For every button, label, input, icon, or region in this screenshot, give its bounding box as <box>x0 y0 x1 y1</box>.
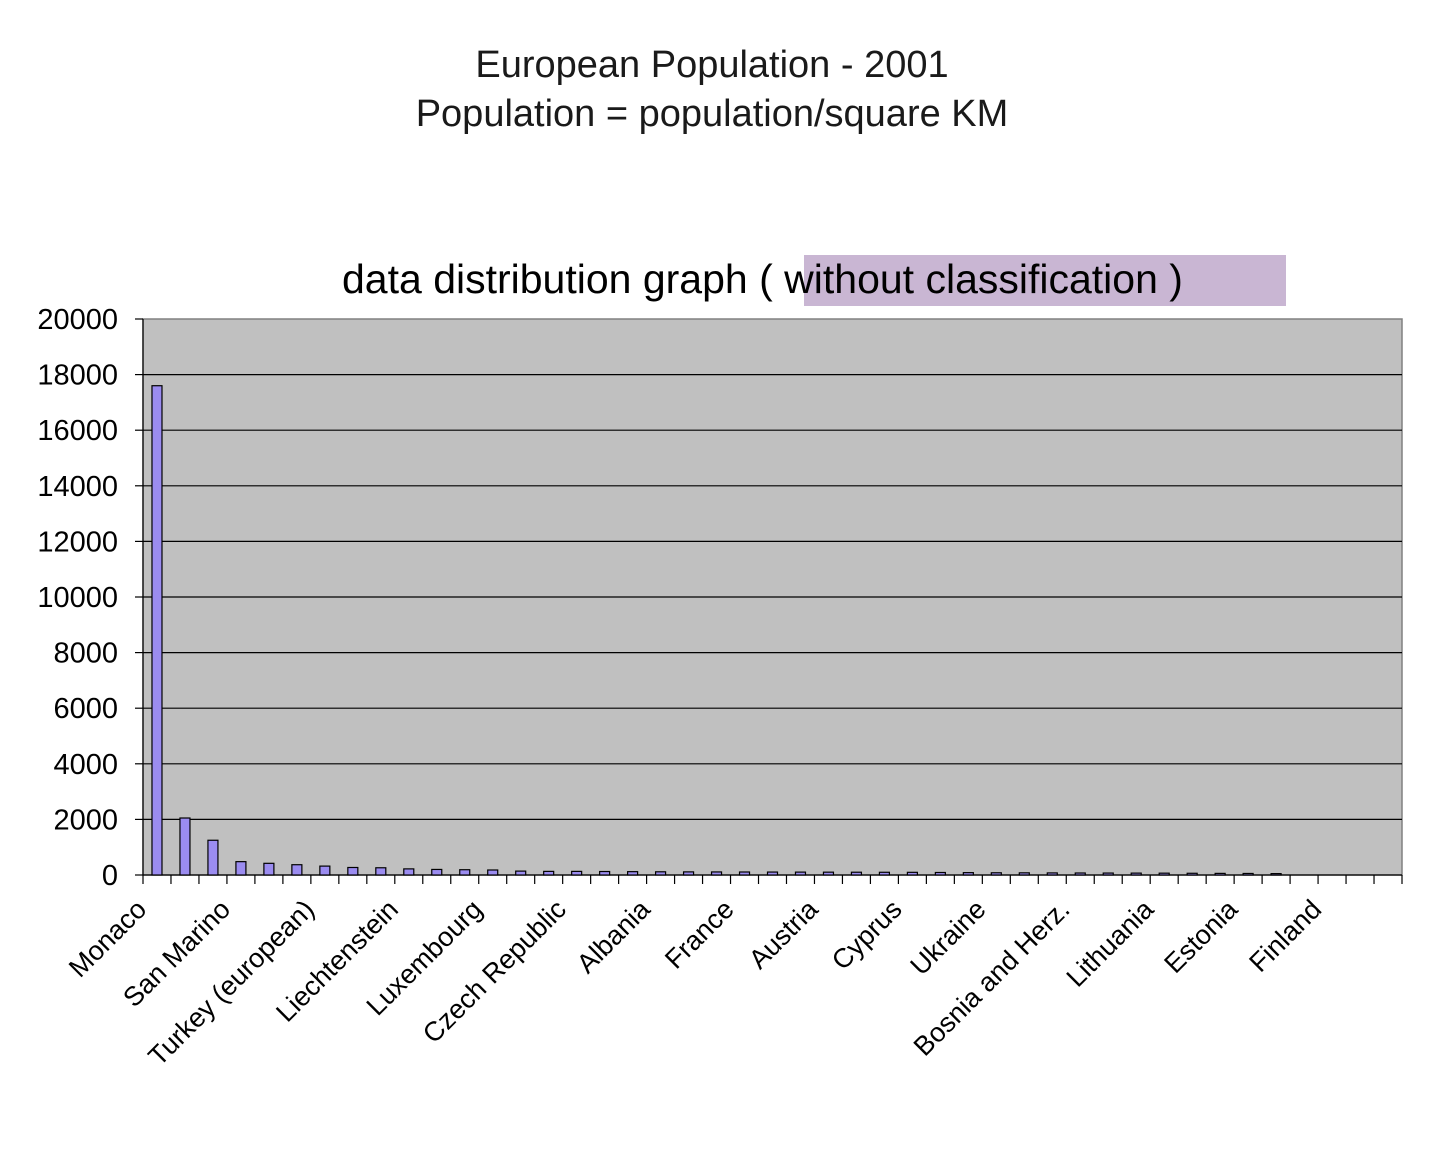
chart-title-highlight <box>804 255 1286 306</box>
y-tick-label: 6000 <box>53 693 118 725</box>
bar <box>850 871 863 876</box>
bar <box>1242 872 1254 876</box>
page-title-line-1: European Population - 2001 <box>475 44 948 86</box>
bar <box>151 385 163 876</box>
bar <box>990 872 1002 876</box>
y-tick-label: 18000 <box>37 360 118 392</box>
bar <box>319 865 331 876</box>
y-tick-label: 16000 <box>37 415 118 447</box>
chart-title: data distribution graph ( without classi… <box>342 256 1183 302</box>
bar <box>682 871 695 876</box>
y-tick-label: 14000 <box>37 471 118 503</box>
page-title-line-2: Population = population/square KM <box>416 93 1009 135</box>
y-axis: 0 2000 4000 6000 8000 10000 12000 14000 16000 180… <box>37 304 144 892</box>
y-tick-label: 10000 <box>37 582 118 614</box>
bar <box>766 871 779 876</box>
bar <box>878 871 891 876</box>
grid-lines <box>143 374 1402 821</box>
bar <box>962 872 974 876</box>
x-tick-label: France <box>659 894 740 975</box>
bar <box>347 866 359 876</box>
bar <box>1102 872 1114 876</box>
x-tick-label: Albania <box>571 893 657 979</box>
bar <box>459 869 471 876</box>
bar <box>738 871 751 876</box>
y-tick-label: 8000 <box>53 638 118 670</box>
bar <box>375 867 387 876</box>
x-tick-label: Ukraine <box>905 894 992 981</box>
bar <box>403 868 415 876</box>
x-tick-label: Estonia <box>1158 893 1244 979</box>
bar <box>571 870 583 876</box>
bar <box>1074 872 1086 876</box>
bar <box>654 871 667 876</box>
bar <box>822 871 835 876</box>
bar <box>431 868 443 876</box>
bar <box>934 871 946 876</box>
bar <box>906 871 918 876</box>
y-tick-label: 20000 <box>37 304 118 336</box>
x-tick-label: Cyprus <box>826 894 908 976</box>
x-tick-label: Czech Republic <box>417 894 572 1049</box>
bars <box>151 385 1282 876</box>
y-tick-label: 0 <box>102 860 118 892</box>
chart-title-main: data distribution graph <box>342 256 748 302</box>
chart-title-qualifier: ( without classification ) <box>759 256 1183 302</box>
bar <box>207 839 219 876</box>
bar <box>515 870 527 876</box>
bar <box>487 869 499 876</box>
bar <box>794 871 807 876</box>
bar <box>1046 872 1058 876</box>
x-tick-label: Finland <box>1243 894 1327 978</box>
bar <box>235 861 247 876</box>
y-tick-label: 12000 <box>37 526 118 558</box>
bar <box>627 871 639 876</box>
x-tick-label: Bosnia and Herz. <box>908 894 1076 1062</box>
bar <box>1158 872 1170 876</box>
bar <box>1214 872 1226 876</box>
bar <box>1186 872 1198 876</box>
x-tick-label: Austria <box>743 893 824 974</box>
bar <box>1270 873 1282 876</box>
bar <box>599 870 611 876</box>
bar <box>291 864 303 876</box>
bar <box>263 862 275 876</box>
bar <box>1130 872 1142 876</box>
bar <box>1018 872 1030 876</box>
y-tick-label: 4000 <box>53 749 118 781</box>
bar <box>543 870 555 876</box>
y-tick-label: 2000 <box>53 804 118 836</box>
bar <box>710 871 723 876</box>
x-tick-label: Lithuania <box>1061 893 1160 992</box>
bar <box>179 817 191 876</box>
